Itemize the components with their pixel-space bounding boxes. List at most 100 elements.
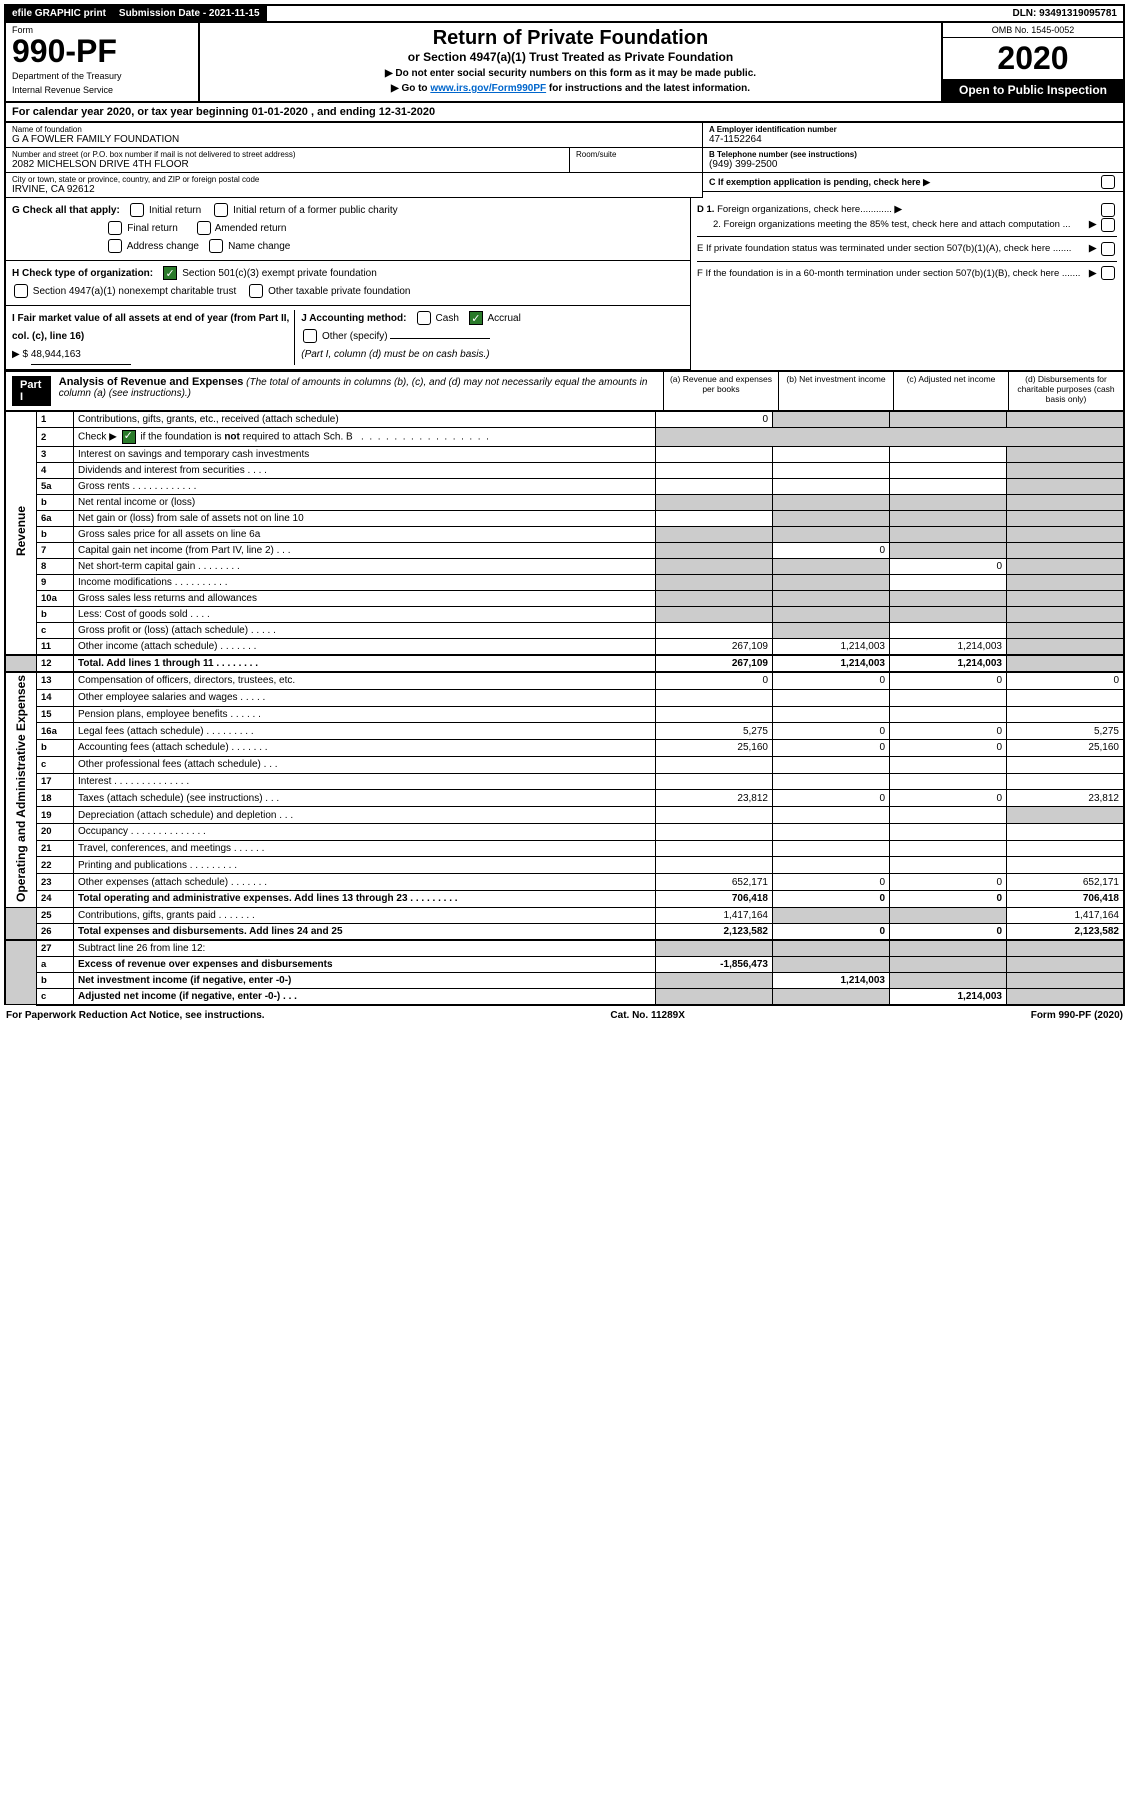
- table-row: 15Pension plans, employee benefits . . .…: [5, 706, 1124, 723]
- street-cell: Number and street (or P.O. box number if…: [6, 148, 570, 173]
- tax-year: 2020: [943, 38, 1123, 79]
- table-row: 6aNet gain or (loss) from sale of assets…: [5, 511, 1124, 527]
- table-row: 21Travel, conferences, and meetings . . …: [5, 840, 1124, 857]
- submission-date: Submission Date - 2021-11-15: [113, 6, 267, 21]
- col-b-hdr: (b) Net investment income: [778, 372, 893, 410]
- j-accrual[interactable]: [469, 311, 483, 325]
- table-row: 17Interest . . . . . . . . . . . . . .: [5, 773, 1124, 790]
- table-row: 2Check ▶ if the foundation is not requir…: [5, 428, 1124, 447]
- entity-info: Name of foundation G A FOWLER FAMILY FOU…: [4, 123, 1125, 198]
- fmv-value: 48,944,163: [31, 346, 131, 365]
- ein-cell: A Employer identification number 47-1152…: [703, 123, 1123, 148]
- city-cell: City or town, state or province, country…: [6, 173, 702, 198]
- table-row: 26Total expenses and disbursements. Add …: [5, 923, 1124, 940]
- part1-header-row: Part I Analysis of Revenue and Expenses …: [4, 372, 1125, 411]
- g-name-change[interactable]: [209, 239, 223, 253]
- schb-checkbox[interactable]: [122, 430, 136, 444]
- footer-left: For Paperwork Reduction Act Notice, see …: [6, 1010, 265, 1021]
- table-row: aExcess of revenue over expenses and dis…: [5, 956, 1124, 972]
- table-row: 23Other expenses (attach schedule) . . .…: [5, 874, 1124, 891]
- table-row: 25Contributions, gifts, grants paid . . …: [5, 907, 1124, 923]
- h-4947a1[interactable]: [14, 284, 28, 298]
- instructions-link[interactable]: www.irs.gov/Form990PF: [430, 83, 546, 94]
- table-row: 5aGross rents . . . . . . . . . . . .: [5, 479, 1124, 495]
- d2-row: 2. Foreign organizations meeting the 85%…: [697, 217, 1117, 232]
- g-initial-return[interactable]: [130, 203, 144, 217]
- table-row: Revenue 1Contributions, gifts, grants, e…: [5, 412, 1124, 428]
- i-j-row: I Fair market value of all assets at end…: [4, 306, 690, 370]
- table-row: 18Taxes (attach schedule) (see instructi…: [5, 790, 1124, 807]
- d1-row: D 1. Foreign organizations, check here..…: [697, 202, 1117, 217]
- table-row: 16aLegal fees (attach schedule) . . . . …: [5, 723, 1124, 740]
- room-cell: Room/suite: [570, 148, 702, 173]
- form-note-1: ▶ Do not enter social security numbers o…: [208, 68, 933, 79]
- form-year-block: OMB No. 1545-0052 2020 Open to Public In…: [941, 23, 1123, 101]
- col-d-hdr: (d) Disbursements for charitable purpose…: [1008, 372, 1123, 410]
- table-row: 24Total operating and administrative exp…: [5, 890, 1124, 907]
- j-other[interactable]: [303, 329, 317, 343]
- expenses-label: Operating and Administrative Expenses: [14, 675, 28, 902]
- d1-checkbox[interactable]: [1101, 203, 1115, 217]
- efile-print: efile GRAPHIC print: [6, 6, 113, 21]
- table-row: 4Dividends and interest from securities …: [5, 463, 1124, 479]
- table-row: cAdjusted net income (if negative, enter…: [5, 988, 1124, 1005]
- table-row: 10aGross sales less returns and allowanc…: [5, 591, 1124, 607]
- table-row: bAccounting fees (attach schedule) . . .…: [5, 740, 1124, 757]
- j-cash[interactable]: [417, 311, 431, 325]
- f-row: F If the foundation is in a 60-month ter…: [697, 261, 1117, 281]
- form-title: Return of Private Foundation: [208, 27, 933, 50]
- table-row: 20Occupancy . . . . . . . . . . . . . .: [5, 823, 1124, 840]
- table-row: 19Depreciation (attach schedule) and dep…: [5, 807, 1124, 824]
- table-row: Operating and Administrative Expenses 13…: [5, 672, 1124, 689]
- c-checkbox[interactable]: [1101, 175, 1115, 189]
- efile-topbar: efile GRAPHIC print Submission Date - 20…: [4, 4, 1125, 23]
- table-row: 3Interest on savings and temporary cash …: [5, 447, 1124, 463]
- f-checkbox[interactable]: [1101, 266, 1115, 280]
- part1-label: Part I: [12, 376, 51, 406]
- calendar-year-line: For calendar year 2020, or tax year begi…: [4, 103, 1125, 123]
- c-check: C If exemption application is pending, c…: [703, 173, 1123, 192]
- table-row: bNet rental income or (loss): [5, 495, 1124, 511]
- table-row: bNet investment income (if negative, ent…: [5, 972, 1124, 988]
- revenue-label: Revenue: [14, 506, 28, 556]
- part1-table: Revenue 1Contributions, gifts, grants, e…: [4, 411, 1125, 1006]
- table-row: 9Income modifications . . . . . . . . . …: [5, 575, 1124, 591]
- check-section: G Check all that apply: Initial return I…: [4, 198, 1125, 372]
- foundation-name-cell: Name of foundation G A FOWLER FAMILY FOU…: [6, 123, 702, 148]
- table-row: 14Other employee salaries and wages . . …: [5, 689, 1124, 706]
- table-row: cOther professional fees (attach schedul…: [5, 756, 1124, 773]
- g-address-change[interactable]: [108, 239, 122, 253]
- e-checkbox[interactable]: [1101, 242, 1115, 256]
- h-501c3[interactable]: [163, 266, 177, 280]
- g-final-return[interactable]: [108, 221, 122, 235]
- g-initial-former[interactable]: [214, 203, 228, 217]
- table-row: 11Other income (attach schedule) . . . .…: [5, 639, 1124, 656]
- table-row: 8Net short-term capital gain . . . . . .…: [5, 559, 1124, 575]
- form-header: Form 990-PF Department of the Treasury I…: [4, 23, 1125, 103]
- footer-right: Form 990-PF (2020): [1031, 1010, 1123, 1021]
- form-id-block: Form 990-PF Department of the Treasury I…: [6, 23, 200, 101]
- col-c-hdr: (c) Adjusted net income: [893, 372, 1008, 410]
- omb-number: OMB No. 1545-0052: [943, 23, 1123, 38]
- footer-mid: Cat. No. 11289X: [610, 1010, 684, 1021]
- table-row: bGross sales price for all assets on lin…: [5, 527, 1124, 543]
- table-row: bLess: Cost of goods sold . . . .: [5, 607, 1124, 623]
- table-row: 22Printing and publications . . . . . . …: [5, 857, 1124, 874]
- table-row: 27Subtract line 26 from line 12:: [5, 940, 1124, 957]
- table-row: 7Capital gain net income (from Part IV, …: [5, 543, 1124, 559]
- col-a-hdr: (a) Revenue and expenses per books: [663, 372, 778, 410]
- agency-2: Internal Revenue Service: [12, 85, 192, 95]
- form-note-2: ▶ Go to www.irs.gov/Form990PF for instru…: [208, 83, 933, 94]
- tel-cell: B Telephone number (see instructions) (9…: [703, 148, 1123, 173]
- table-row: 12Total. Add lines 1 through 11 . . . . …: [5, 655, 1124, 672]
- form-title-block: Return of Private Foundation or Section …: [200, 23, 941, 101]
- open-to-public: Open to Public Inspection: [943, 79, 1123, 101]
- g-amended[interactable]: [197, 221, 211, 235]
- h-other-taxable[interactable]: [249, 284, 263, 298]
- table-row: cGross profit or (loss) (attach schedule…: [5, 623, 1124, 639]
- form-subtitle: or Section 4947(a)(1) Trust Treated as P…: [208, 50, 933, 64]
- page-footer: For Paperwork Reduction Act Notice, see …: [4, 1006, 1125, 1021]
- dln: DLN: 93491319095781: [1006, 6, 1123, 21]
- h-checks: H Check type of organization: Section 50…: [4, 261, 690, 306]
- d2-checkbox[interactable]: [1101, 218, 1115, 232]
